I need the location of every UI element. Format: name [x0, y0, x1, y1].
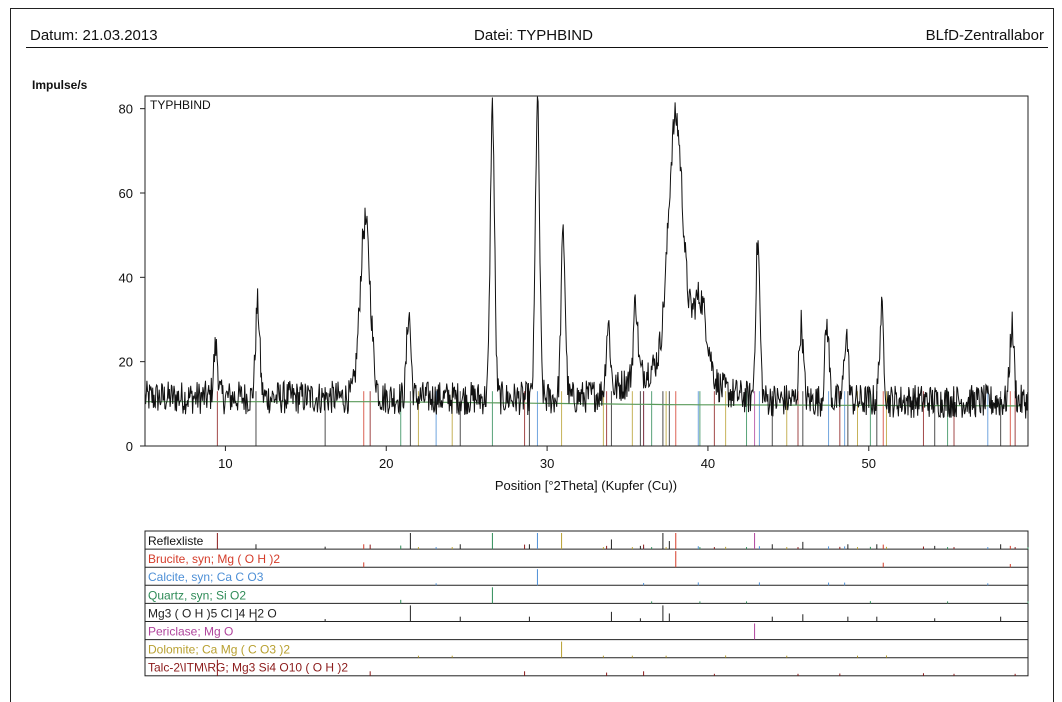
phase-label: Calcite, syn; Ca C O3 [148, 570, 264, 584]
date-label: Datum: 21.03.2013 [30, 27, 158, 44]
y-tick-label: 20 [119, 355, 133, 370]
phase-label: Mg3 ( O H )5 Cl ]4 H2 O [148, 606, 277, 620]
phase-label: Talc-2\ITM\RG; Mg3 Si4 O10 ( O H )2 [148, 661, 348, 675]
reflexliste-label: Reflexliste [148, 534, 204, 548]
x-axis-label: Position [°2Theta] (Kupfer (Cu)) [495, 478, 677, 493]
x-tick-label: 40 [701, 456, 715, 471]
y-tick-label: 80 [119, 102, 133, 117]
lab-label: BLfD-Zentrallabor [925, 27, 1044, 44]
y-tick-label: 0 [126, 439, 133, 454]
page-frame [10, 8, 1054, 702]
y-tick-label: 40 [119, 270, 133, 285]
y-axis-label: Impulse/s [32, 78, 88, 92]
chart-title: TYPHBIND [150, 98, 211, 112]
y-tick-label: 60 [119, 186, 133, 201]
x-tick-label: 20 [379, 456, 393, 471]
x-tick-label: 30 [540, 456, 554, 471]
x-tick-label: 50 [862, 456, 876, 471]
diffraction-series [144, 96, 1029, 419]
phase-label: Quartz, syn; Si O2 [148, 588, 246, 602]
phase-label: Brucite, syn; Mg ( O H )2 [148, 552, 280, 566]
plot-frame [144, 95, 1029, 447]
x-tick-label: 10 [218, 456, 232, 471]
phase-label: Dolomite; Ca Mg ( C O3 )2 [148, 643, 290, 657]
header-divider [26, 47, 1048, 48]
file-label: Datei: TYPHBIND [474, 27, 593, 44]
phase-label: Periclase; Mg O [148, 625, 233, 639]
